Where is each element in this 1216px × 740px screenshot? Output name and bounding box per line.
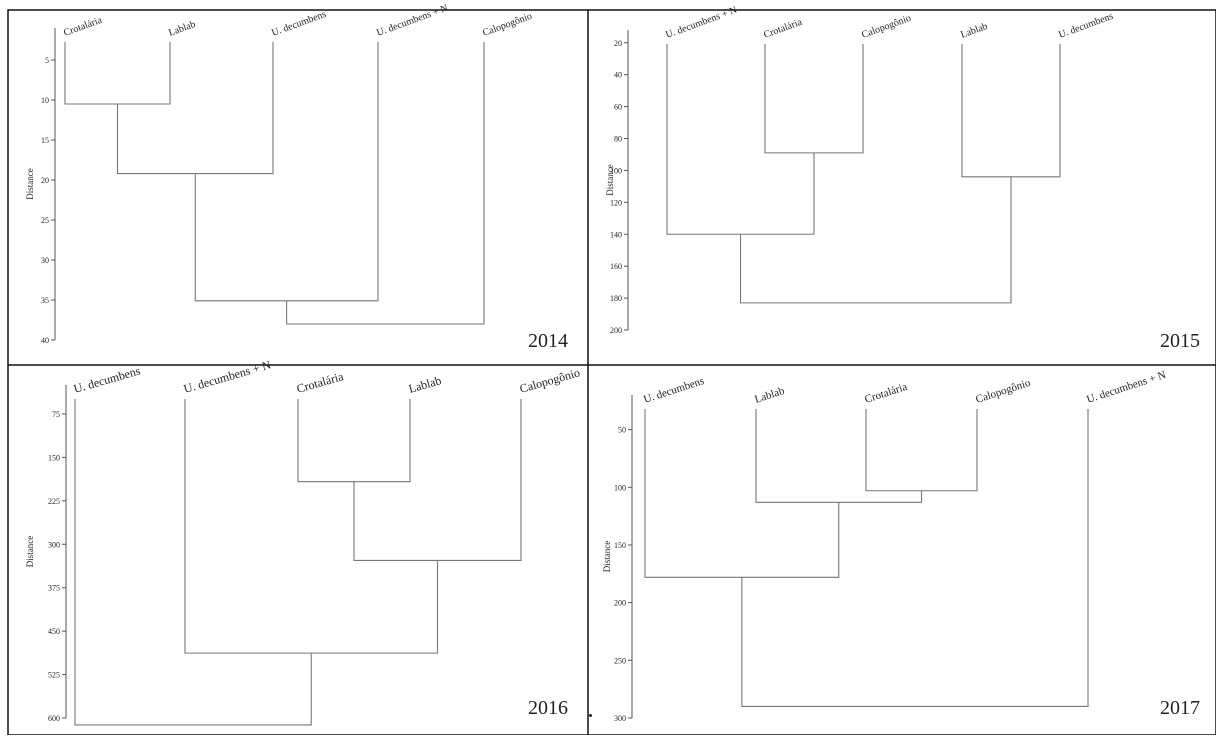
y-tick-label: 450 xyxy=(48,627,60,636)
y-tick-label: 60 xyxy=(614,103,622,112)
y-axis-label: Distance xyxy=(605,164,615,196)
leaf-label: Calopogônio xyxy=(860,13,912,41)
dendrogram-link xyxy=(353,399,522,562)
y-tick-label: 50 xyxy=(618,426,626,435)
y-tick-label: 200 xyxy=(614,599,626,608)
leaf-label: Calopogônio xyxy=(518,365,581,396)
leaf-label: Crotalária xyxy=(62,15,104,39)
dendrogram-panel-2014: 5 10 15 20 25 30 35 40 Distance Crotalária Lablab U… xyxy=(25,3,568,352)
y-tick-label: 120 xyxy=(610,198,622,207)
y-tick-label: 375 xyxy=(48,584,60,593)
y-tick-label: 20 xyxy=(41,176,49,185)
dendrogram-link xyxy=(116,42,274,175)
y-tick-label: 40 xyxy=(614,71,622,80)
leaf-label: U. decumbens xyxy=(270,9,328,39)
y-axis-label: Distance xyxy=(602,541,612,573)
y-tick-label: 180 xyxy=(610,294,622,303)
y-tick-label: 200 xyxy=(610,326,622,335)
y-tick-label: 600 xyxy=(48,714,60,723)
dendrogram-link xyxy=(865,409,978,492)
dendrogram-link xyxy=(961,44,1061,178)
year-label: 2015 xyxy=(1160,330,1200,352)
leaf-label: Lablab xyxy=(167,19,197,39)
dendrogram-link xyxy=(286,42,485,325)
dendrogram-link xyxy=(644,409,840,578)
y-tick-label: 40 xyxy=(41,336,49,345)
year-label: 2017 xyxy=(1160,697,1200,719)
y-tick-label: 35 xyxy=(41,296,49,305)
dendrogram-link xyxy=(74,399,312,726)
dendrogram-link xyxy=(297,399,411,483)
dendrogram-link xyxy=(666,44,815,235)
y-tick-label: 150 xyxy=(48,453,60,462)
y-tick-label: 80 xyxy=(614,135,622,144)
dendrogram-panel-2017: 50 100 150 200 250 300 Distance U. decumbens Lab… xyxy=(602,369,1200,723)
leaf-label: U. decumbens xyxy=(72,363,142,395)
y-tick-label: 30 xyxy=(41,256,49,265)
leaf-label: U. decumbens + N xyxy=(375,3,449,39)
dendrogram-link xyxy=(739,176,1012,304)
dendrogram-link xyxy=(184,399,439,654)
dendrogram-link xyxy=(741,409,1089,708)
y-tick-label: 100 xyxy=(610,166,622,175)
y-tick-label: 250 xyxy=(614,656,626,665)
y-axis-label: Distance xyxy=(25,536,35,568)
y-tick-label: 140 xyxy=(610,230,622,239)
dendrogram-panel-2015: 20 40 60 80 100 120 140 160 180 200 Distance U. dec… xyxy=(605,5,1200,352)
leaf-label: U. decumbens + N xyxy=(1085,369,1167,406)
dendrogram-link xyxy=(194,42,379,302)
y-tick-label: 300 xyxy=(614,714,626,723)
dendrogram-link xyxy=(764,44,864,154)
y-tick-label: 15 xyxy=(41,136,49,145)
leaf-label: Lablab xyxy=(407,373,443,396)
figure-frame xyxy=(7,9,1216,736)
leaf-label: Lablab xyxy=(753,385,786,406)
leaf-label: Lablab xyxy=(959,21,989,41)
leaf-label: Crotalária xyxy=(295,369,346,396)
dendrogram-panel-2016: 75 150 225 300 375 450 525 600 Distance U. decumb… xyxy=(25,358,581,726)
leaf-label: U. decumbens xyxy=(642,375,706,406)
leaf-label: Calopogônio xyxy=(481,11,533,39)
y-tick-label: 75 xyxy=(52,410,60,419)
dendrogram-link xyxy=(64,42,171,105)
y-tick-label: 100 xyxy=(614,483,626,492)
leaf-label: Calopogônio xyxy=(974,377,1032,406)
leaf-label: U. decumbens + N xyxy=(182,358,273,396)
y-tick-label: 10 xyxy=(41,96,49,105)
leaf-label: Crotalária xyxy=(762,17,804,41)
y-tick-label: 225 xyxy=(48,497,60,506)
stray-dot xyxy=(589,714,592,717)
y-tick-label: 25 xyxy=(41,216,49,225)
year-label: 2016 xyxy=(528,697,568,719)
year-label: 2014 xyxy=(528,330,568,352)
leaf-label: Crotalária xyxy=(863,381,909,406)
y-tick-label: 150 xyxy=(614,541,626,550)
y-tick-label: 300 xyxy=(48,540,60,549)
y-tick-label: 525 xyxy=(48,671,60,680)
y-tick-label: 20 xyxy=(614,39,622,48)
dendrogram-link xyxy=(755,409,923,503)
y-tick-label: 5 xyxy=(45,56,49,65)
y-axis-label: Distance xyxy=(25,168,35,200)
y-tick-label: 160 xyxy=(610,262,622,271)
leaf-label: U. decumbens xyxy=(1057,11,1115,41)
